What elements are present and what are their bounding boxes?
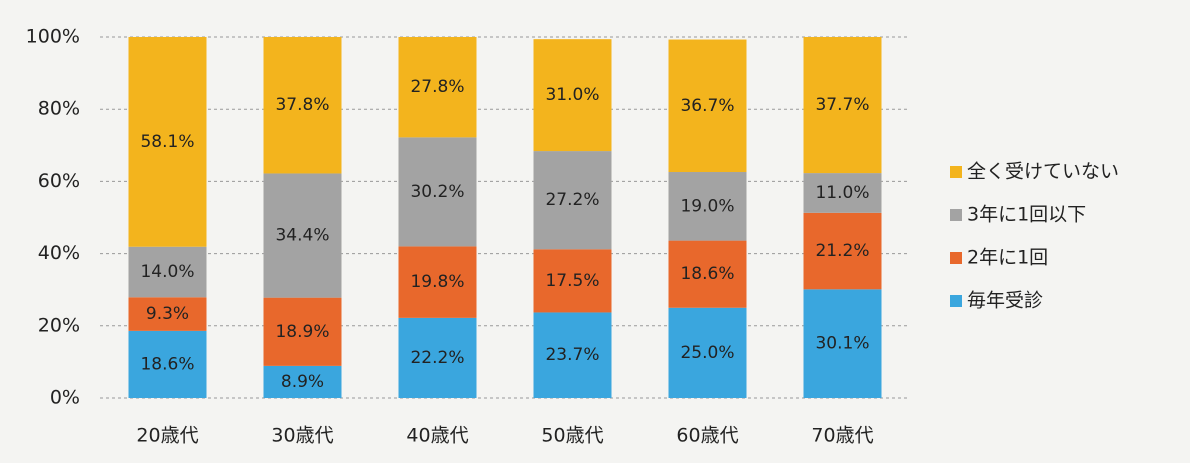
- bar-segment: [263, 297, 342, 366]
- data-label: 58.1%: [140, 132, 194, 152]
- data-label: 30.1%: [815, 334, 869, 354]
- bar-segment: [128, 330, 207, 398]
- bar-segment: [533, 151, 612, 250]
- bar-segment: [803, 289, 882, 398]
- x-tick-label: 70歳代: [811, 425, 873, 447]
- legend-label: 3年に1回以下: [967, 204, 1086, 226]
- x-tick-label: 20歳代: [136, 425, 198, 447]
- x-tick-label: 60歳代: [676, 425, 738, 447]
- data-label: 27.2%: [545, 190, 599, 210]
- data-label: 36.7%: [680, 96, 734, 116]
- bar-segment: [668, 240, 747, 308]
- x-tick-label: 50歳代: [541, 425, 603, 447]
- data-label: 19.8%: [410, 272, 464, 292]
- y-tick-label: 0%: [50, 387, 80, 409]
- bar-segment: [263, 37, 342, 174]
- data-label: 17.5%: [545, 271, 599, 291]
- data-label: 25.0%: [680, 343, 734, 363]
- bar-segment: [128, 297, 207, 331]
- bar-segment: [533, 312, 612, 398]
- data-label: 22.2%: [410, 348, 464, 368]
- data-label: 21.2%: [815, 241, 869, 261]
- x-tick-label: 30歳代: [271, 425, 333, 447]
- data-label: 19.0%: [680, 196, 734, 216]
- legend-swatch: [950, 295, 962, 307]
- bar-segment: [668, 307, 747, 398]
- bar-segment: [398, 37, 477, 138]
- bar-segment: [803, 212, 882, 290]
- data-label: 30.2%: [410, 182, 464, 202]
- data-label: 14.0%: [140, 262, 194, 282]
- y-tick-label: 100%: [26, 26, 80, 48]
- x-tick-label: 40歳代: [406, 425, 468, 447]
- bar-segment: [803, 173, 882, 213]
- data-label: 27.8%: [410, 77, 464, 97]
- bar-segment: [398, 317, 477, 398]
- legend-label: 毎年受診: [967, 290, 1043, 312]
- y-tick-label: 20%: [38, 314, 80, 336]
- data-label: 23.7%: [545, 345, 599, 365]
- data-label: 18.6%: [140, 354, 194, 374]
- data-label: 37.7%: [815, 95, 869, 115]
- bar-segment: [263, 365, 342, 398]
- legend-swatch: [950, 252, 962, 264]
- bar-segment: [128, 37, 207, 247]
- bar-segment: [533, 249, 612, 313]
- data-label: 8.9%: [281, 372, 324, 392]
- data-label: 9.3%: [146, 304, 189, 324]
- data-label: 34.4%: [275, 226, 329, 246]
- bar-segment: [263, 173, 342, 298]
- bar-segment: [803, 37, 882, 174]
- legend-label: 2年に1回: [967, 247, 1048, 269]
- data-label: 11.0%: [815, 183, 869, 203]
- bar-segment: [668, 39, 747, 173]
- legend-swatch: [950, 209, 962, 221]
- y-tick-label: 60%: [38, 170, 80, 192]
- data-label: 18.9%: [275, 322, 329, 342]
- data-label: 18.6%: [680, 264, 734, 284]
- bar-segment: [398, 246, 477, 318]
- data-label: 31.0%: [545, 85, 599, 105]
- legend-swatch: [950, 166, 962, 178]
- bar-segment: [128, 246, 207, 298]
- bar-segment: [398, 137, 477, 247]
- y-tick-label: 80%: [38, 98, 80, 120]
- bar-segment: [533, 39, 612, 152]
- bar-segment: [668, 172, 747, 241]
- legend-label: 全く受けていない: [967, 161, 1119, 183]
- y-tick-label: 40%: [38, 242, 80, 264]
- data-label: 37.8%: [275, 95, 329, 115]
